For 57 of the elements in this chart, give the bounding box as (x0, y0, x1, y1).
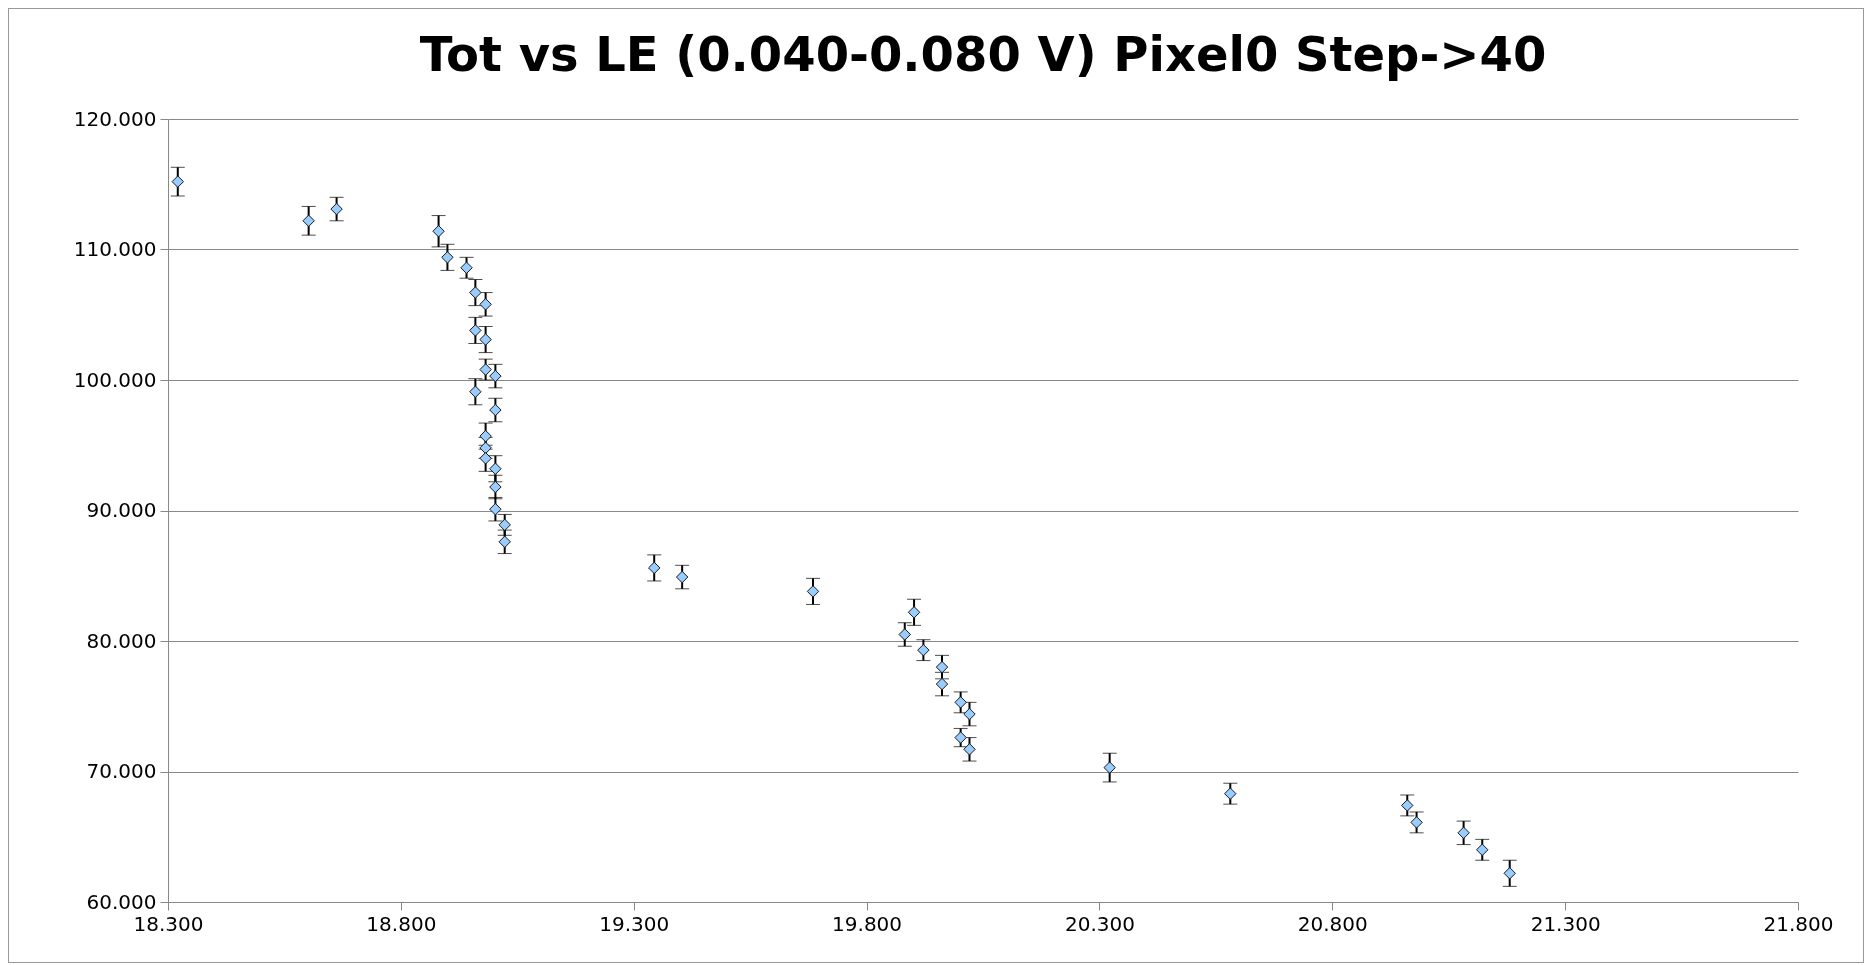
point (469, 385, 482, 398)
y-tick-label: 120.000 (73, 106, 157, 131)
point (917, 643, 930, 657)
x-tick-label: 19.800 (832, 911, 903, 936)
point (441, 251, 454, 264)
point (302, 214, 315, 227)
point (489, 480, 502, 494)
x-tick-label: 20.800 (1297, 911, 1368, 936)
x-tick-label: 21.300 (1530, 911, 1601, 936)
point (648, 561, 661, 575)
point (171, 175, 184, 188)
point (935, 677, 949, 691)
y-tick-label: 100.000 (73, 367, 157, 392)
point (479, 363, 492, 376)
point (479, 452, 492, 465)
point (460, 261, 473, 274)
x-tick-label: 21.800 (1763, 911, 1834, 936)
point (1103, 761, 1116, 774)
point (1401, 799, 1414, 812)
point (1476, 843, 1489, 856)
x-tick-label: 18.300 (133, 911, 204, 936)
point (469, 286, 482, 299)
point (675, 570, 689, 584)
point (469, 324, 482, 337)
y-tick-label: 80.000 (86, 628, 157, 653)
point (1503, 867, 1516, 880)
point (432, 225, 445, 238)
point (479, 333, 492, 346)
point (489, 502, 502, 516)
y-tick-label: 60.000 (86, 889, 157, 914)
point (935, 660, 949, 674)
x-tick-label: 20.300 (1064, 911, 1135, 936)
point (806, 585, 820, 598)
point (489, 462, 502, 475)
point (489, 369, 502, 383)
point (954, 696, 967, 709)
y-tick-label: 70.000 (86, 759, 157, 783)
point (954, 731, 967, 744)
point (1410, 816, 1423, 829)
point (479, 441, 492, 455)
point (489, 403, 502, 417)
point (1457, 826, 1470, 840)
point (498, 518, 511, 532)
point (330, 202, 343, 216)
point (498, 535, 511, 549)
point (907, 606, 921, 619)
chart-title: Tot vs LE (0.040-0.080 V) Pixel0 Step->40 (419, 26, 1547, 82)
point (479, 429, 492, 443)
point (1224, 787, 1237, 800)
point (898, 628, 911, 641)
y-tick-label: 90.000 (86, 498, 157, 522)
point (479, 298, 492, 311)
x-tick-label: 18.800 (366, 911, 437, 936)
point (963, 743, 976, 756)
point (963, 707, 976, 721)
y-tick-label: 110.000 (73, 237, 157, 261)
x-tick-label: 19.300 (599, 911, 670, 936)
